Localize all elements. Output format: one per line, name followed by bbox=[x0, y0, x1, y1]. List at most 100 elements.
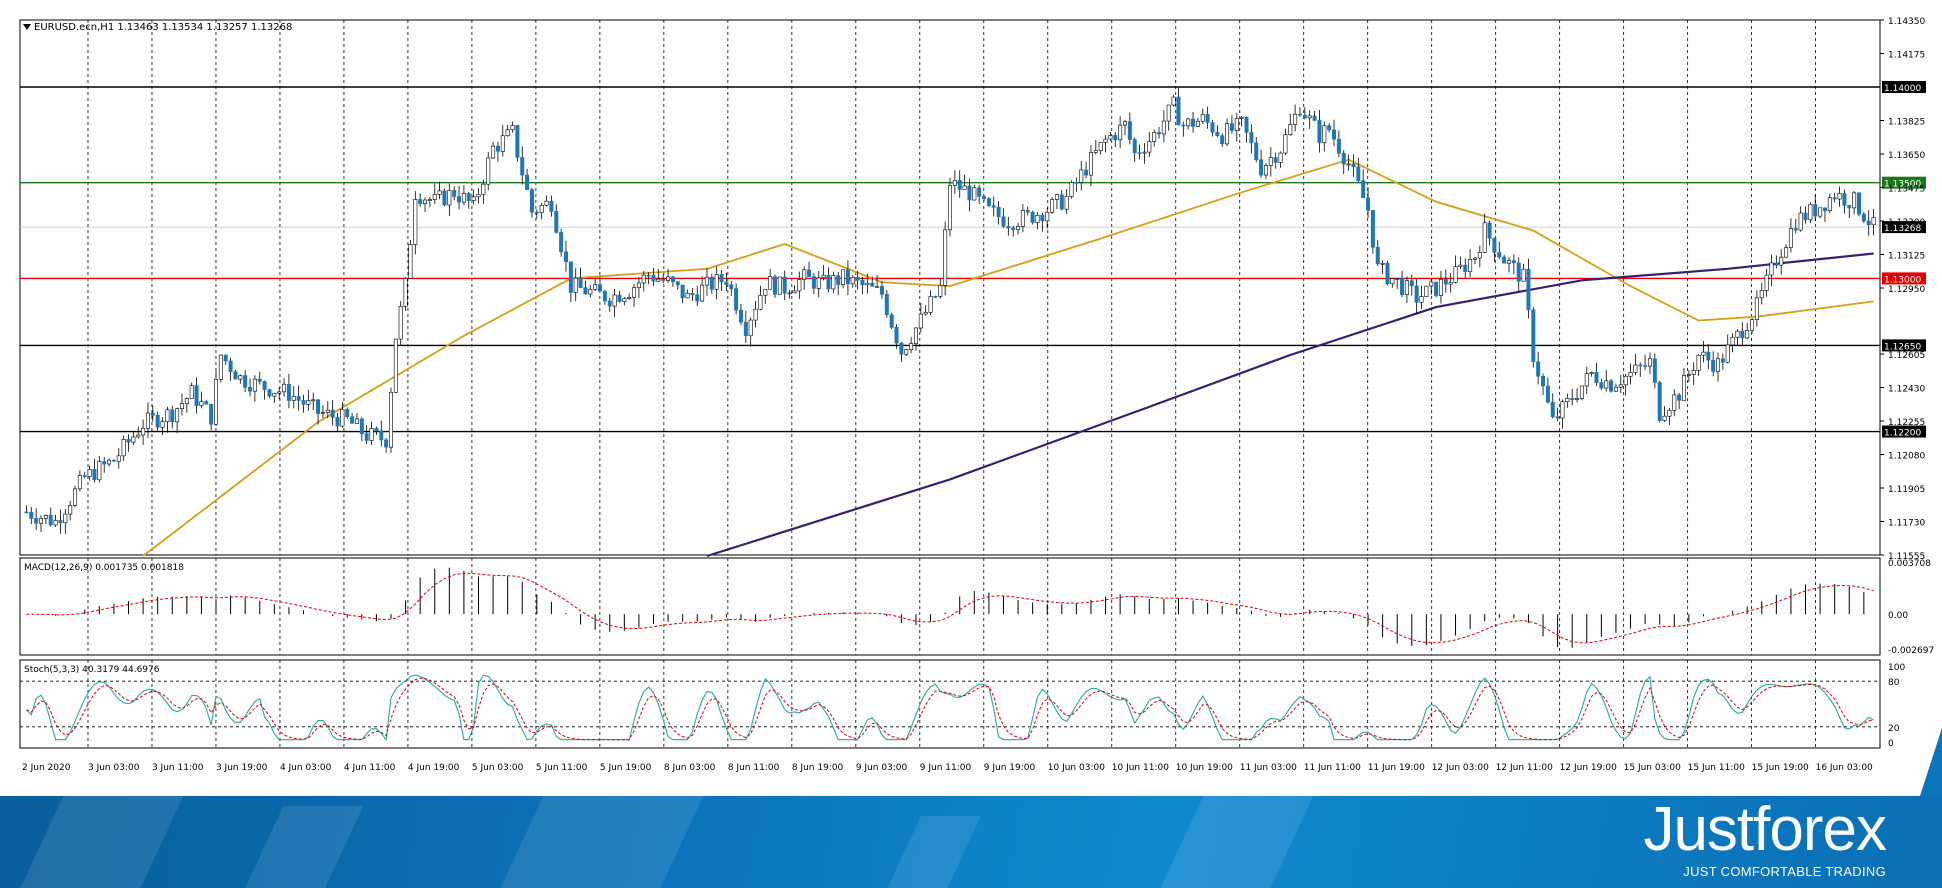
candle-bull bbox=[612, 294, 617, 307]
candle-bull bbox=[938, 285, 943, 297]
candle-bear bbox=[29, 511, 34, 519]
level-tag-label: 1.12200 bbox=[1884, 429, 1921, 439]
candle-bear bbox=[243, 375, 248, 388]
candle-bear bbox=[194, 385, 199, 406]
candle-bull bbox=[136, 434, 141, 438]
candle-bear bbox=[1526, 268, 1531, 311]
candle-bull bbox=[632, 287, 637, 298]
candle-bull bbox=[1696, 354, 1701, 371]
candle-bull bbox=[1686, 374, 1691, 376]
candle-bear bbox=[607, 300, 612, 307]
candle-bear bbox=[719, 274, 724, 283]
candle-bull bbox=[107, 459, 112, 465]
time-tick-label: 15 Jun 11:00 bbox=[1688, 763, 1745, 773]
chart-menu-triangle-icon[interactable] bbox=[23, 24, 31, 30]
candle-bull bbox=[918, 313, 923, 329]
candle-bear bbox=[1531, 309, 1536, 363]
candle-bull bbox=[1020, 210, 1025, 227]
candle-bull bbox=[1565, 397, 1570, 403]
candle-bear bbox=[1555, 416, 1560, 419]
candle-bear bbox=[651, 274, 656, 282]
macd-signal-line bbox=[26, 572, 1874, 644]
candle-bull bbox=[627, 297, 632, 299]
candle-bull bbox=[641, 274, 646, 284]
justforex-logo[interactable]: Justforex JUST COMFORTABLE TRADING bbox=[1566, 798, 1887, 888]
level-tag-label: 1.13000 bbox=[1884, 275, 1921, 285]
candle-bear bbox=[1536, 361, 1541, 377]
candle-bear bbox=[58, 520, 63, 524]
candle-bear bbox=[675, 281, 680, 286]
candle-bull bbox=[1477, 252, 1482, 259]
time-tick-label: 3 Jun 03:00 bbox=[88, 763, 140, 773]
candle-bear bbox=[1040, 214, 1045, 222]
candle-bear bbox=[1643, 365, 1648, 367]
candle-bear bbox=[1492, 238, 1497, 253]
time-tick-label: 9 Jun 11:00 bbox=[920, 763, 972, 773]
candle-bull bbox=[802, 269, 807, 280]
candle-bear bbox=[364, 433, 369, 441]
candle-bull bbox=[588, 289, 593, 295]
moving-averages bbox=[142, 158, 1874, 558]
candle-bear bbox=[1191, 118, 1196, 127]
grid bbox=[87, 20, 1817, 748]
candle-bull bbox=[1035, 214, 1040, 223]
level-tag-label: 1.14000 bbox=[1884, 84, 1921, 94]
candle-bull bbox=[666, 276, 671, 281]
candle-bull bbox=[1288, 124, 1293, 136]
candle-bull bbox=[73, 488, 78, 506]
candle-bull bbox=[340, 409, 345, 427]
candle-bear bbox=[267, 389, 272, 397]
candle-bull bbox=[1079, 169, 1084, 183]
horizontal-levels[interactable]: 1.14000 1.13500 1.13268 1.13000 1.12650 1.122… bbox=[20, 80, 1926, 439]
candle-bear bbox=[1652, 358, 1657, 383]
candle-bull bbox=[714, 274, 719, 290]
candle-bear bbox=[1229, 123, 1234, 131]
candle-bear bbox=[82, 475, 87, 477]
candle-bull bbox=[291, 396, 296, 401]
candle-bear bbox=[1861, 213, 1866, 222]
candle-bear bbox=[1244, 117, 1249, 133]
candle-bear bbox=[568, 261, 573, 293]
candle-bear bbox=[350, 416, 355, 424]
candle-bull bbox=[1390, 278, 1395, 285]
candle-bull bbox=[1623, 375, 1628, 386]
candle-bull bbox=[1633, 364, 1638, 373]
candle-bull bbox=[1482, 222, 1487, 253]
candle-bull bbox=[1808, 204, 1813, 221]
candle-bull bbox=[748, 319, 753, 337]
candle-bear bbox=[1205, 114, 1210, 123]
price-tick-label: 1.14175 bbox=[1888, 50, 1925, 60]
candle-bull bbox=[1225, 123, 1230, 145]
candle-bull bbox=[1716, 358, 1721, 372]
candle-bull bbox=[797, 279, 802, 292]
candle-bull bbox=[1827, 197, 1832, 211]
candle-bear bbox=[1385, 263, 1390, 285]
price-tick-label: 1.12605 bbox=[1888, 351, 1925, 361]
candle-bull bbox=[447, 190, 452, 206]
candle-bull bbox=[1672, 394, 1677, 411]
candle-bull bbox=[1045, 211, 1050, 222]
candle-bull bbox=[923, 312, 928, 315]
candle-bull bbox=[1453, 266, 1458, 283]
stoch-tick-label: 0 bbox=[1888, 739, 1894, 749]
candle-bear bbox=[1220, 135, 1225, 145]
candle-bear bbox=[1210, 122, 1215, 133]
candle-bull bbox=[1521, 268, 1526, 282]
candle-bear bbox=[257, 378, 262, 382]
candle-bear bbox=[1030, 211, 1035, 223]
candle-bear bbox=[982, 196, 987, 199]
price-tick-label: 1.11555 bbox=[1888, 552, 1925, 562]
candle-bear bbox=[1711, 359, 1716, 372]
candle-bear bbox=[870, 282, 875, 287]
time-tick-label: 11 Jun 11:00 bbox=[1304, 763, 1361, 773]
candle-bull bbox=[1618, 384, 1623, 388]
candle-bull bbox=[476, 194, 481, 198]
candle-bull bbox=[1769, 262, 1774, 276]
time-tick-label: 9 Jun 03:00 bbox=[856, 763, 908, 773]
candle-bull bbox=[505, 129, 510, 137]
candle-bull bbox=[1735, 330, 1740, 338]
time-tick-label: 3 Jun 19:00 bbox=[216, 763, 268, 773]
candle-bear bbox=[1254, 142, 1259, 161]
candle-bull bbox=[763, 288, 768, 296]
time-tick-label: 3 Jun 11:00 bbox=[152, 763, 204, 773]
